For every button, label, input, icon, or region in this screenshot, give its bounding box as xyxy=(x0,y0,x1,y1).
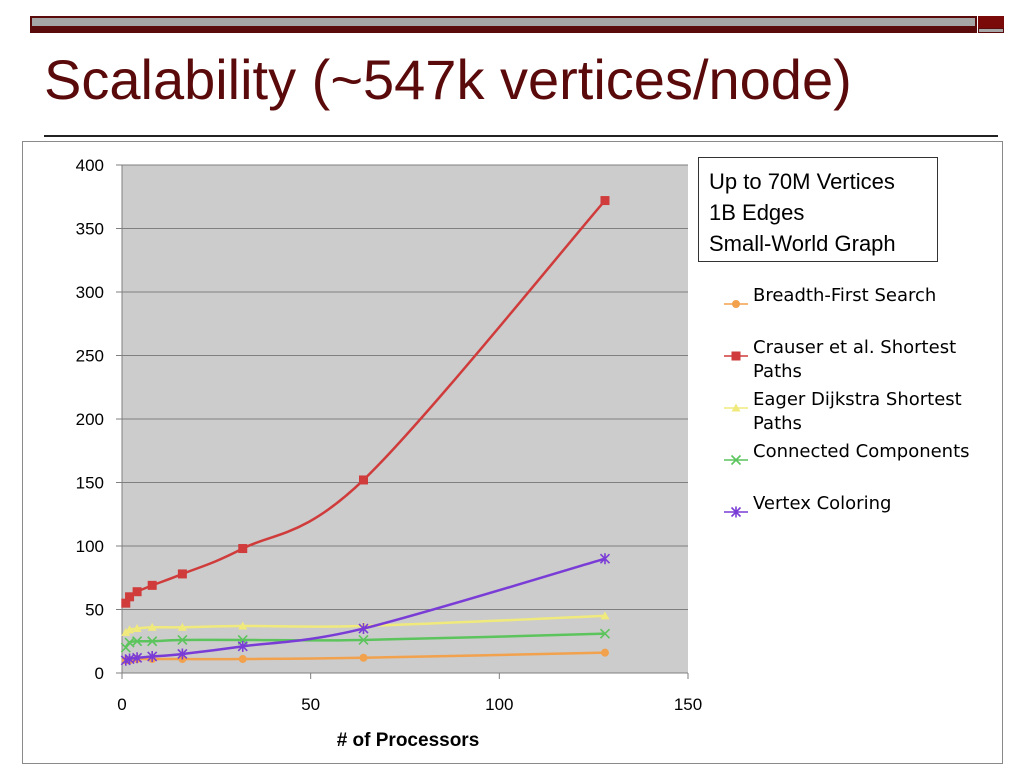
legend-marker xyxy=(732,300,740,308)
data-point xyxy=(599,628,611,639)
slide-top-bar-line xyxy=(30,28,977,33)
data-point xyxy=(147,622,157,631)
legend-label: Breadth-First Search xyxy=(753,285,937,306)
y-tick-label: 300 xyxy=(76,283,104,302)
legend-marker xyxy=(731,351,741,361)
legend-swatch xyxy=(724,403,748,412)
slide-title: Scalability (~547k vertices/node) xyxy=(44,48,852,111)
data-point xyxy=(600,611,610,620)
data-point xyxy=(238,544,248,554)
data-point xyxy=(599,553,611,565)
data-point xyxy=(121,627,131,636)
y-tick-label: 100 xyxy=(76,537,104,556)
legend-marker xyxy=(730,454,742,466)
data-point xyxy=(358,475,368,485)
data-point xyxy=(237,640,248,652)
data-point xyxy=(600,196,610,206)
legend-marker xyxy=(730,506,742,518)
series-connected-components xyxy=(120,628,611,653)
legend-label: Connected Components xyxy=(753,441,970,462)
data-point xyxy=(147,650,158,662)
data-point xyxy=(147,636,158,647)
data-point xyxy=(238,621,248,630)
data-point xyxy=(177,622,187,631)
data-point xyxy=(132,652,143,664)
y-tick-label: 200 xyxy=(76,410,104,429)
legend-swatch xyxy=(724,351,748,361)
data-point xyxy=(359,653,368,662)
legend-swatch xyxy=(724,506,748,518)
series-crauser-et-al-shortest-paths xyxy=(121,196,610,608)
annotation-line: Up to 70M Vertices xyxy=(709,169,895,194)
data-point xyxy=(358,623,369,635)
x-tick-label: 0 xyxy=(117,695,126,714)
data-point xyxy=(121,598,131,608)
data-point xyxy=(147,580,157,590)
data-point xyxy=(132,624,142,633)
title-divider xyxy=(44,135,998,137)
data-point xyxy=(238,655,247,664)
legend-label: Crauser et al. Shortest Paths xyxy=(753,337,957,382)
x-tick-label: 50 xyxy=(301,695,320,714)
legend-marker xyxy=(731,403,741,412)
y-tick-label: 150 xyxy=(76,474,104,493)
x-tick-label: 100 xyxy=(485,695,513,714)
annotation-line: 1B Edges xyxy=(709,200,805,225)
slide-corner-block-lower xyxy=(978,28,1004,33)
y-tick-label: 400 xyxy=(76,156,104,175)
slide-corner-block xyxy=(978,16,1004,28)
y-tick-label: 250 xyxy=(76,347,104,366)
series-vertex-coloring xyxy=(120,553,611,666)
data-point xyxy=(177,634,188,646)
slide-top-bar xyxy=(30,16,977,28)
data-point xyxy=(358,634,369,646)
x-tick-label: 150 xyxy=(674,695,702,714)
y-tick-label: 50 xyxy=(85,601,104,620)
legend-swatch xyxy=(724,454,748,466)
data-point xyxy=(120,642,131,653)
legend-swatch xyxy=(724,300,748,308)
x-axis-title: # of Processors xyxy=(337,730,480,751)
legend-label: Vertex Coloring xyxy=(753,493,892,514)
data-point xyxy=(125,592,135,602)
annotation-line: Small-World Graph xyxy=(709,231,896,256)
data-point xyxy=(125,625,135,634)
y-tick-label: 350 xyxy=(76,220,104,239)
y-tick-label: 0 xyxy=(95,664,104,683)
legend-label: Eager Dijkstra Shortest Paths xyxy=(753,389,962,434)
data-point xyxy=(177,648,188,660)
data-point xyxy=(132,636,143,647)
data-point xyxy=(132,587,142,597)
data-point xyxy=(600,648,609,657)
annotation-box: Up to 70M Vertices 1B Edges Small-World … xyxy=(698,157,938,262)
data-point xyxy=(177,569,187,579)
